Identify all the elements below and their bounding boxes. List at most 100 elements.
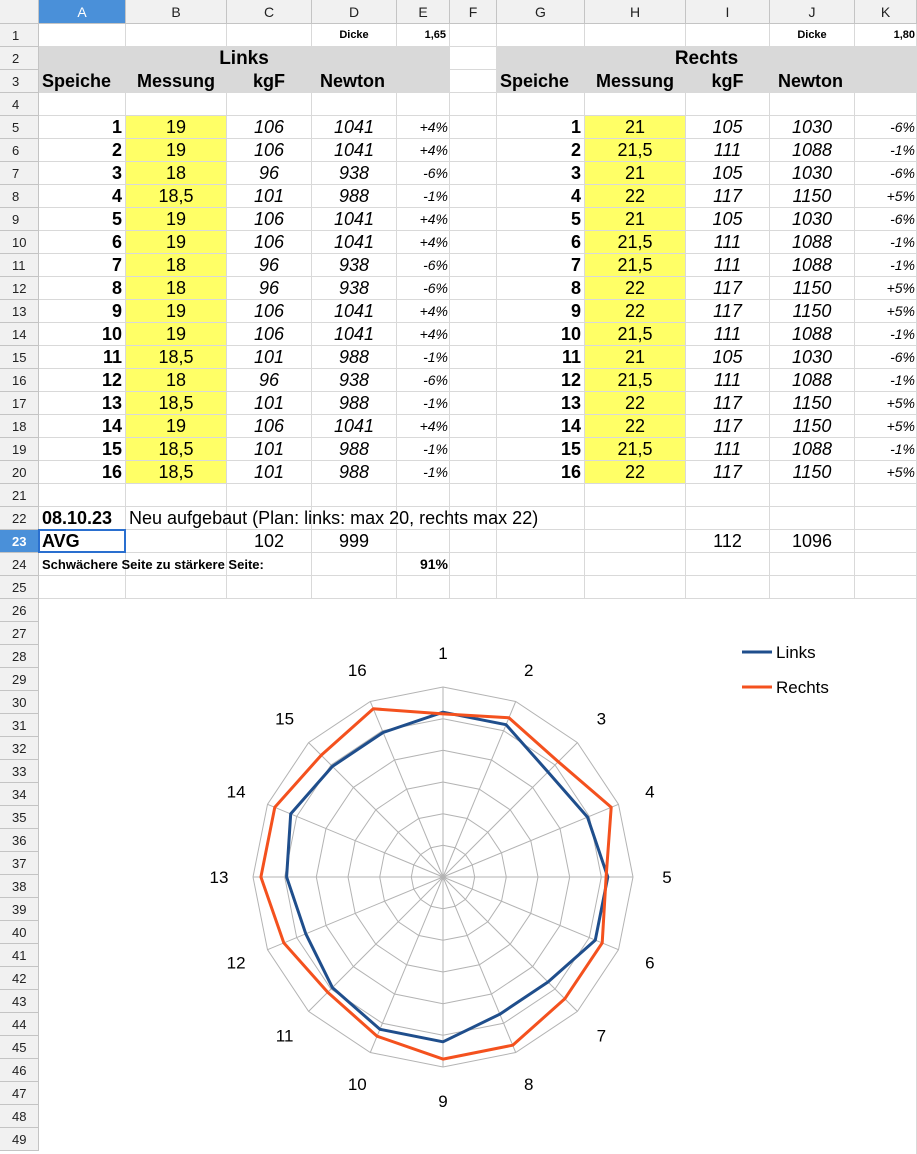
column-header-f[interactable]: F [450, 0, 497, 24]
right-deviation[interactable]: -1% [890, 257, 915, 273]
right-kgf[interactable]: 117 [713, 278, 742, 298]
selected-cell-a23[interactable] [38, 529, 126, 553]
left-deviation[interactable]: -1% [423, 395, 448, 411]
right-messung[interactable]: 21 [624, 347, 646, 367]
row-header-17[interactable]: 17 [0, 392, 39, 415]
row-header-5[interactable]: 5 [0, 116, 39, 139]
left-messung[interactable]: 19 [165, 117, 187, 137]
right-kgf[interactable]: 111 [713, 370, 742, 390]
left-messung[interactable]: 18 [165, 278, 187, 298]
left-deviation[interactable]: +4% [419, 234, 448, 250]
right-kgf[interactable]: 117 [713, 462, 742, 482]
left-kgf[interactable]: 96 [258, 163, 280, 183]
row-header-28[interactable]: 28 [0, 645, 39, 668]
right-deviation[interactable]: -6% [890, 211, 915, 227]
left-speiche[interactable]: 4 [111, 186, 122, 206]
row-header-14[interactable]: 14 [0, 323, 39, 346]
right-newton[interactable]: 1150 [792, 393, 832, 413]
row-header-21[interactable]: 21 [0, 484, 39, 507]
right-kgf[interactable]: 105 [712, 347, 743, 367]
column-header-k[interactable]: K [855, 0, 917, 24]
column-header-c[interactable]: C [227, 0, 312, 24]
left-speiche[interactable]: 9 [111, 301, 122, 321]
left-deviation[interactable]: +4% [419, 211, 448, 227]
row-header-20[interactable]: 20 [0, 461, 39, 484]
left-deviation[interactable]: -6% [423, 165, 448, 181]
left-kgf[interactable]: 101 [253, 393, 285, 413]
left-kgf[interactable]: 101 [253, 186, 285, 206]
right-messung[interactable]: 22 [624, 301, 646, 321]
left-messung[interactable]: 19 [165, 416, 187, 436]
row-header-26[interactable]: 26 [0, 599, 39, 622]
left-newton[interactable]: 1041 [333, 301, 375, 321]
right-messung[interactable]: 21,5 [617, 439, 653, 459]
left-newton[interactable]: 938 [338, 163, 370, 183]
right-deviation[interactable]: -6% [890, 349, 915, 365]
left-deviation[interactable]: -1% [423, 188, 448, 204]
right-kgf[interactable]: 111 [713, 255, 742, 275]
row-header-49[interactable]: 49 [0, 1128, 39, 1151]
left-speiche[interactable]: 6 [111, 232, 122, 252]
right-messung[interactable]: 21,5 [617, 324, 653, 344]
column-header-j[interactable]: J [770, 0, 855, 24]
right-newton[interactable]: 1088 [791, 439, 833, 459]
left-speiche[interactable]: 13 [101, 393, 122, 413]
right-deviation[interactable]: +5% [886, 418, 915, 434]
right-messung[interactable]: 21,5 [617, 255, 653, 275]
left-messung[interactable]: 19 [165, 232, 187, 252]
left-kgf[interactable]: 106 [253, 324, 285, 344]
left-newton[interactable]: 988 [338, 347, 370, 367]
column-header-b[interactable]: B [126, 0, 227, 24]
avg-left-newton[interactable]: 999 [338, 531, 370, 551]
row-header-40[interactable]: 40 [0, 921, 39, 944]
row-header-13[interactable]: 13 [0, 300, 39, 323]
left-kgf[interactable]: 106 [253, 416, 285, 436]
row-header-24[interactable]: 24 [0, 553, 39, 576]
right-deviation[interactable]: +5% [886, 303, 915, 319]
right-speiche[interactable]: 1 [570, 117, 581, 137]
left-kgf[interactable]: 101 [253, 439, 285, 459]
right-newton[interactable]: 1150 [792, 462, 832, 482]
right-deviation[interactable]: -1% [890, 372, 915, 388]
left-messung[interactable]: 18 [165, 163, 187, 183]
left-newton[interactable]: 1041 [333, 140, 375, 160]
right-speiche[interactable]: 11 [561, 347, 581, 367]
row-header-35[interactable]: 35 [0, 806, 39, 829]
left-kgf[interactable]: 101 [253, 462, 285, 482]
right-kgf[interactable]: 117 [713, 393, 742, 413]
column-header-a[interactable]: A [39, 0, 126, 24]
left-kgf[interactable]: 106 [253, 301, 285, 321]
left-deviation[interactable]: +4% [419, 142, 448, 158]
left-kgf[interactable]: 101 [253, 347, 285, 367]
right-speiche[interactable]: 4 [570, 186, 581, 206]
right-messung[interactable]: 21,5 [617, 140, 653, 160]
right-deviation[interactable]: -1% [890, 326, 915, 342]
avg-left-kgf[interactable]: 102 [253, 531, 285, 551]
right-messung[interactable]: 21 [624, 209, 646, 229]
right-speiche[interactable]: 8 [570, 278, 581, 298]
row-header-6[interactable]: 6 [0, 139, 39, 162]
header-links-1[interactable]: Messung [136, 71, 215, 91]
left-kgf[interactable]: 106 [253, 140, 285, 160]
left-deviation[interactable]: -6% [423, 257, 448, 273]
left-newton[interactable]: 1041 [333, 209, 375, 229]
right-messung[interactable]: 21,5 [617, 232, 653, 252]
left-kgf[interactable]: 106 [253, 209, 285, 229]
right-newton[interactable]: 1030 [791, 209, 833, 229]
left-messung[interactable]: 18,5 [158, 186, 194, 206]
left-messung[interactable]: 18 [165, 255, 187, 275]
right-messung[interactable]: 21 [624, 163, 646, 183]
left-newton[interactable]: 988 [338, 186, 370, 206]
right-newton[interactable]: 1150 [792, 301, 832, 321]
title-links[interactable]: Links [219, 48, 269, 69]
avg-right-newton[interactable]: 1096 [791, 531, 833, 551]
row-header-29[interactable]: 29 [0, 668, 39, 691]
row-header-39[interactable]: 39 [0, 898, 39, 921]
dicke-label-links[interactable]: Dicke [339, 29, 369, 41]
row-header-22[interactable]: 22 [0, 507, 39, 530]
left-kgf[interactable]: 96 [258, 255, 280, 275]
left-deviation[interactable]: -6% [423, 372, 448, 388]
avg-right-kgf[interactable]: 112 [713, 531, 742, 551]
right-kgf[interactable]: 117 [713, 186, 742, 206]
right-deviation[interactable]: -1% [890, 234, 915, 250]
